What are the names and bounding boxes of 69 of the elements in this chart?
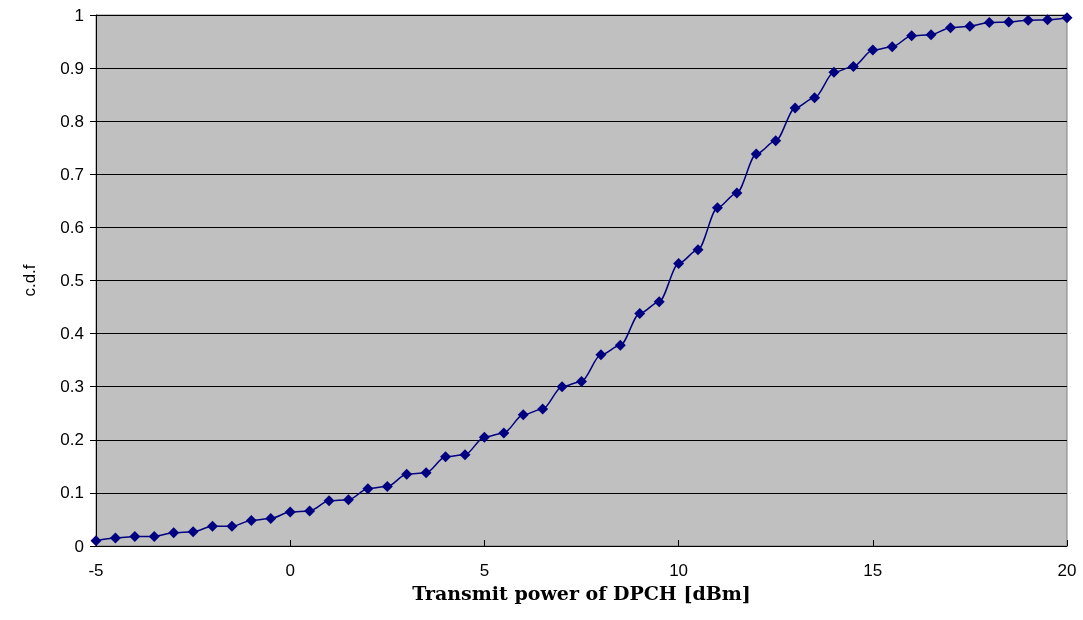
point [109,532,121,544]
point [265,512,277,524]
point [381,481,393,493]
point [148,530,160,542]
point [731,187,743,199]
point [595,349,607,361]
point [284,506,296,518]
point [517,409,529,421]
y-tick-label: 0.7 [60,164,84,184]
point [634,307,646,319]
x-tick-label: 15 [863,561,883,580]
x-tick-label: 0 [285,561,295,580]
point [401,468,413,480]
point [342,494,354,506]
point [362,483,374,495]
point [770,135,782,147]
point [925,29,937,41]
point [906,30,918,42]
point [1042,14,1054,26]
point [944,22,956,34]
point [789,102,801,114]
point [1003,16,1015,28]
x-tick-label: 10 [669,561,689,580]
y-tick-label: 0.2 [60,430,84,450]
point [459,449,471,461]
point [323,495,335,507]
point [1022,14,1034,26]
y-tick-label: 0.9 [60,58,84,78]
point [867,44,879,56]
point [187,526,199,538]
y-tick-label: 0.5 [60,271,84,290]
point [440,451,452,463]
point [653,296,665,308]
point [207,520,219,532]
point [614,339,626,351]
point [692,244,704,256]
y-tick-label: 0.1 [60,483,84,503]
point [537,403,549,415]
point [673,258,685,270]
point [964,20,976,32]
point [1061,12,1073,24]
y-tick-label: 0.3 [60,377,84,397]
x-tick-label: 20 [1057,561,1077,580]
y-tick-label: 0.6 [60,217,84,237]
point [983,16,995,28]
point [304,505,316,517]
point [478,431,490,443]
point [168,527,180,539]
x-tick-label: 5 [479,561,490,580]
point [847,61,859,73]
point [498,427,510,439]
point [809,92,821,104]
point [886,41,898,53]
point [129,530,141,542]
point [420,467,432,479]
y-tick-label: 0.8 [60,111,84,131]
point [828,66,840,78]
point [711,202,723,214]
x-axis-title: Transmit power of DPCH [dBm] [412,582,751,605]
y-tick-label: 0.4 [60,324,84,344]
point [556,381,568,393]
point [750,148,762,160]
y-tick-label: 0 [74,536,84,556]
y-tick-label: 1 [74,5,84,25]
point [576,375,587,387]
x-tick-label: -5 [88,561,104,580]
y-axis-title: c.d.f [20,264,39,297]
point [226,520,238,532]
point [245,515,257,527]
